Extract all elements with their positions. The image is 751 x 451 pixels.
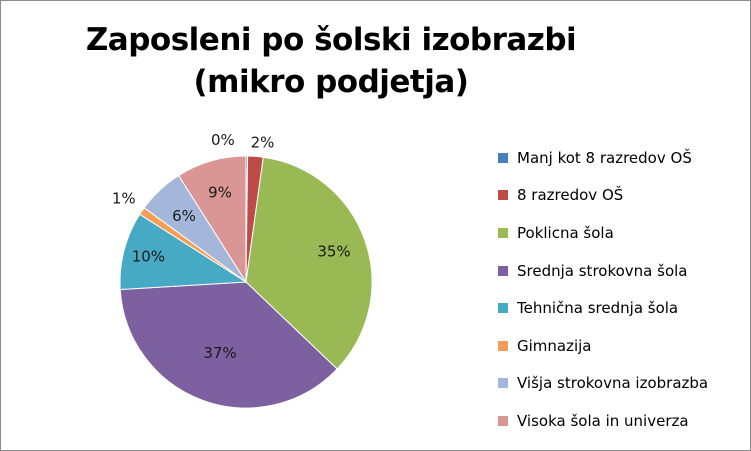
pie-slice-tehnicna-srednja-sola: [119, 213, 248, 291]
legend-item-manj-kot-8-razredov-os: Manj kot 8 razredov OŠ: [498, 139, 708, 177]
chart-title-line-2: (mikro podjetja): [193, 64, 469, 100]
legend-label: Poklicna šola: [517, 223, 614, 242]
legend-item-poklicna-sola: Poklicna šola: [498, 214, 708, 252]
legend-label: Gimnazija: [517, 336, 592, 355]
legend-swatch: [498, 265, 508, 276]
legend-swatch: [498, 227, 508, 238]
legend-item-visoka-sola-in-univerza: Visoka šola in univerza: [498, 402, 708, 440]
pie-slice-poklicna-sola: [245, 156, 373, 370]
pie-slice-visoka-sola-in-univerza: [177, 155, 247, 284]
legend-item-srednja-strokovna-sola: Srednja strokovna šola: [498, 252, 708, 290]
data-label-visja-strokovna-izobrazba: 6%: [172, 207, 196, 225]
data-label-tehnicna-srednja-sola: 10%: [132, 248, 165, 266]
data-label-gimnazija: 1%: [112, 190, 136, 208]
legend-label: Tehnična srednja šola: [517, 299, 679, 318]
chart-title: Zaposleni po šolski izobrazbi (mikro pod…: [1, 19, 661, 103]
legend-swatch: [498, 190, 508, 201]
legend-swatch: [498, 415, 508, 426]
legend-swatch: [498, 152, 508, 163]
legend: Manj kot 8 razredov OŠ 8 razredov OŠ Pokli…: [498, 139, 708, 440]
legend-item-visja-strokovna-izobrazba: Višja strokovna izobrazba: [498, 365, 708, 403]
legend-label: Manj kot 8 razredov OŠ: [517, 148, 692, 167]
legend-label: Srednja strokovna šola: [517, 261, 688, 280]
legend-item-gimnazija: Gimnazija: [498, 327, 708, 365]
legend-item-tehnicna-srednja-sola: Tehnična srednja šola: [498, 289, 708, 327]
data-label-manj-kot-8-razredov-os: 0%: [211, 131, 235, 149]
legend-swatch: [498, 378, 508, 389]
data-label-srednja-strokovna-sola: 37%: [203, 344, 236, 362]
data-label-poklicna-sola: 35%: [317, 242, 350, 260]
pie-slice-srednja-strokovna-sola: [119, 281, 338, 409]
legend-label: 8 razredov OŠ: [517, 186, 624, 205]
data-label-8-razredov-os: 2%: [251, 133, 275, 151]
legend-label: Visoka šola in univerza: [517, 411, 689, 430]
legend-swatch: [498, 340, 508, 351]
legend-swatch: [498, 303, 508, 314]
data-label-visoka-sola-in-univerza: 9%: [208, 183, 232, 201]
chart-title-line-1: Zaposleni po šolski izobrazbi: [85, 22, 577, 58]
legend-item-8-razredov-os: 8 razredov OŠ: [498, 177, 708, 215]
legend-label: Višja strokovna izobrazba: [517, 374, 709, 393]
